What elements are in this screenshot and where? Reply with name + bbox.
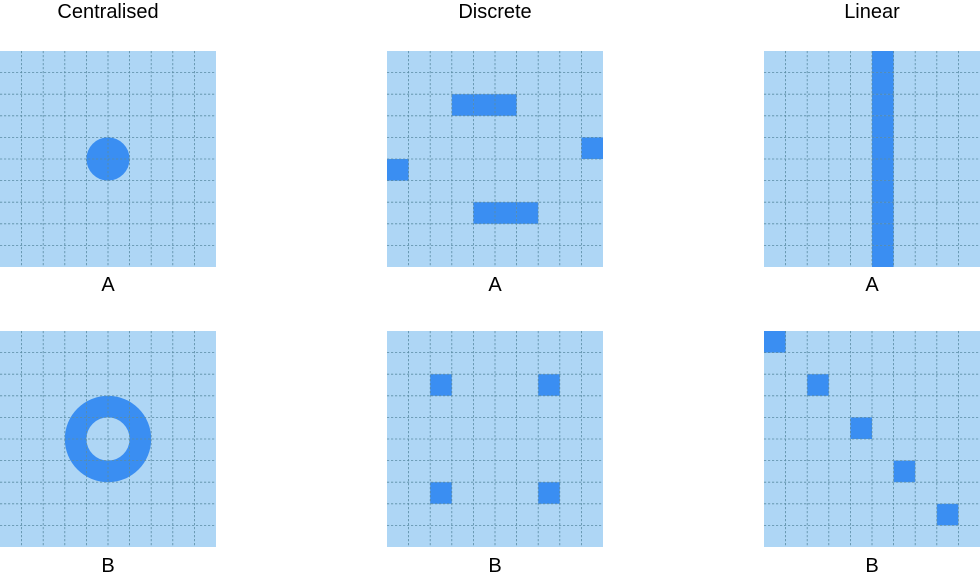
filled-cell xyxy=(764,331,786,353)
panel-label-linear-b: B xyxy=(865,555,879,577)
panel-linear-b xyxy=(764,331,980,547)
filled-cell xyxy=(872,137,894,159)
filled-cell xyxy=(538,374,560,396)
filled-cell xyxy=(430,374,452,396)
panel-centralised-a xyxy=(0,51,216,267)
grid-canvas xyxy=(0,331,216,547)
filled-cell xyxy=(495,202,517,224)
filled-cell xyxy=(581,137,603,159)
filled-cell xyxy=(872,159,894,181)
filled-cell xyxy=(872,202,894,224)
filled-cell xyxy=(936,503,959,526)
panel-discrete-a xyxy=(387,51,603,267)
panel-label-linear-a: A xyxy=(865,274,879,296)
filled-cell xyxy=(495,94,517,116)
filled-cell xyxy=(807,374,829,396)
filled-cell xyxy=(872,223,894,246)
panel-label-centralised-b: B xyxy=(101,555,115,577)
filled-cell xyxy=(473,202,495,224)
filled-cell xyxy=(872,94,894,116)
filled-cell xyxy=(893,460,916,483)
filled-cell xyxy=(872,72,894,95)
panel-linear-a xyxy=(764,51,980,267)
filled-cell xyxy=(872,115,894,138)
panel-label-discrete-b: B xyxy=(488,555,502,577)
grid-canvas xyxy=(0,51,216,267)
grid-canvas xyxy=(764,51,980,267)
panel-label-discrete-a: A xyxy=(488,274,502,296)
column-title-linear: Linear xyxy=(844,1,900,23)
column-title-discrete: Discrete xyxy=(458,1,532,23)
filled-cell xyxy=(872,51,894,73)
filled-cell xyxy=(872,180,894,203)
filled-cell xyxy=(538,482,560,504)
filled-cell xyxy=(473,94,495,116)
filled-cell xyxy=(516,202,539,224)
panel-label-centralised-a: A xyxy=(101,274,115,296)
grid-canvas xyxy=(387,331,603,547)
filled-cell xyxy=(387,159,409,181)
filled-cell xyxy=(451,94,474,116)
filled-cell xyxy=(850,417,872,439)
filled-cell xyxy=(872,245,894,267)
column-title-centralised: Centralised xyxy=(57,1,159,23)
panel-centralised-b xyxy=(0,331,216,547)
panel-discrete-b xyxy=(387,331,603,547)
filled-cell xyxy=(430,482,452,504)
grid-canvas xyxy=(387,51,603,267)
grid-canvas xyxy=(764,331,980,547)
